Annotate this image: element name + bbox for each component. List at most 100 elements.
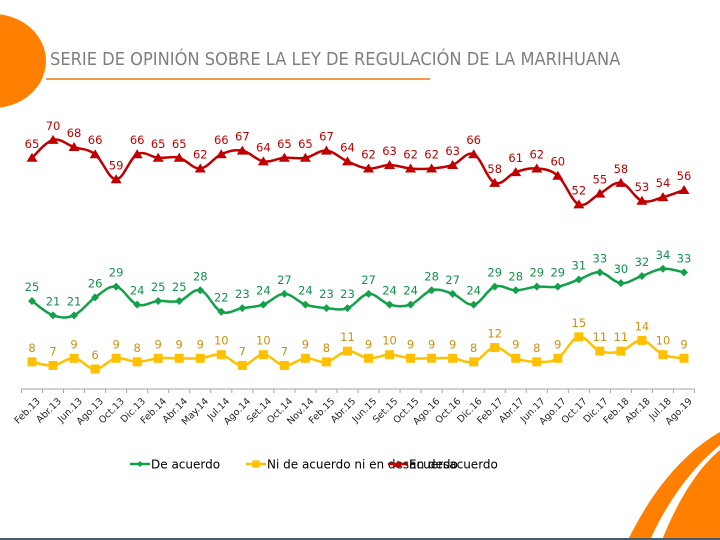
data-label: 6 xyxy=(91,348,98,362)
data-point xyxy=(531,163,543,173)
data-label: 30 xyxy=(614,262,629,276)
data-label: 29 xyxy=(529,266,544,280)
data-point xyxy=(112,282,121,291)
data-label: 9 xyxy=(512,337,519,351)
data-label: 24 xyxy=(298,284,313,298)
data-label: 28 xyxy=(424,269,439,283)
data-label: 24 xyxy=(382,284,397,298)
data-label: 65 xyxy=(151,137,166,151)
data-label: 28 xyxy=(193,269,208,283)
data-label: 10 xyxy=(256,334,271,348)
data-point xyxy=(405,163,417,173)
data-label: 9 xyxy=(680,337,687,351)
data-label: 24 xyxy=(403,284,418,298)
data-point xyxy=(174,353,184,363)
legend-item: En desacuerdo xyxy=(388,458,498,472)
data-label: 7 xyxy=(281,344,288,358)
data-label: 11 xyxy=(593,330,608,344)
data-point xyxy=(615,177,627,187)
data-point xyxy=(616,346,626,356)
data-point xyxy=(153,353,163,363)
data-point xyxy=(238,304,247,313)
data-label: 27 xyxy=(277,273,292,287)
data-label: 52 xyxy=(572,183,587,197)
data-point xyxy=(91,293,100,302)
data-label: 8 xyxy=(470,341,477,355)
data-point xyxy=(469,357,479,367)
legend-item: Ni de acuerdo ni en desacuerdo xyxy=(246,458,458,472)
data-label: 26 xyxy=(88,276,103,290)
data-label: 7 xyxy=(239,344,246,358)
data-label: 12 xyxy=(487,327,502,341)
data-point xyxy=(69,353,79,363)
data-point xyxy=(553,353,563,363)
data-label: 66 xyxy=(130,133,145,147)
data-label: 67 xyxy=(235,130,250,144)
data-label: 14 xyxy=(635,319,650,333)
data-label: 24 xyxy=(256,284,271,298)
data-label: 21 xyxy=(67,294,82,308)
data-point xyxy=(595,346,605,356)
data-label: 9 xyxy=(449,337,456,351)
data-label: 9 xyxy=(302,337,309,351)
data-point xyxy=(511,286,520,295)
data-point xyxy=(363,163,375,173)
data-label: 63 xyxy=(382,144,397,158)
data-point xyxy=(217,307,226,316)
data-point xyxy=(321,357,331,367)
data-point xyxy=(152,152,164,162)
data-point xyxy=(26,152,38,162)
data-label: 62 xyxy=(424,148,439,162)
data-point xyxy=(616,279,625,288)
data-label: 65 xyxy=(298,137,313,151)
data-label: 54 xyxy=(656,176,671,190)
data-label: 29 xyxy=(109,266,124,280)
data-label: 9 xyxy=(197,337,204,351)
data-point xyxy=(322,304,331,313)
data-point xyxy=(280,289,289,298)
data-label: 9 xyxy=(155,337,162,351)
data-point xyxy=(70,311,79,320)
data-point xyxy=(111,353,121,363)
data-label: 9 xyxy=(176,337,183,351)
data-label: 9 xyxy=(428,337,435,351)
data-label: 64 xyxy=(256,140,271,154)
data-label: 15 xyxy=(572,316,587,330)
data-point xyxy=(426,163,438,173)
data-label: 68 xyxy=(67,126,82,140)
data-label: 25 xyxy=(151,280,166,294)
data-point xyxy=(573,199,585,209)
data-point xyxy=(511,353,521,363)
data-label: 62 xyxy=(361,148,376,162)
data-label: 65 xyxy=(172,137,187,151)
data-point xyxy=(257,156,269,166)
data-label: 27 xyxy=(445,273,460,287)
data-point xyxy=(427,286,436,295)
data-label: 9 xyxy=(70,337,77,351)
data-label: 58 xyxy=(487,162,502,176)
legend-marker-icon xyxy=(393,460,403,467)
data-point xyxy=(510,167,522,177)
series-line xyxy=(31,138,685,207)
data-point xyxy=(258,350,268,360)
data-point xyxy=(194,163,206,173)
data-label: 8 xyxy=(28,341,35,355)
data-point xyxy=(131,149,143,159)
data-point xyxy=(680,268,688,277)
data-label: 24 xyxy=(130,284,145,298)
data-point xyxy=(48,360,58,370)
data-label: 34 xyxy=(656,248,671,262)
data-label: 9 xyxy=(407,337,414,351)
data-label: 9 xyxy=(365,337,372,351)
data-point xyxy=(406,353,416,363)
data-point xyxy=(300,353,310,363)
data-point xyxy=(490,282,499,291)
data-point xyxy=(89,149,101,159)
data-point xyxy=(278,152,290,162)
data-point xyxy=(259,300,268,309)
data-label: 58 xyxy=(614,162,629,176)
legend: De acuerdo Ni de acuerdo ni en desacuerdo… xyxy=(130,458,498,472)
data-point xyxy=(657,192,669,202)
data-label: 25 xyxy=(172,280,187,294)
data-point xyxy=(195,353,205,363)
